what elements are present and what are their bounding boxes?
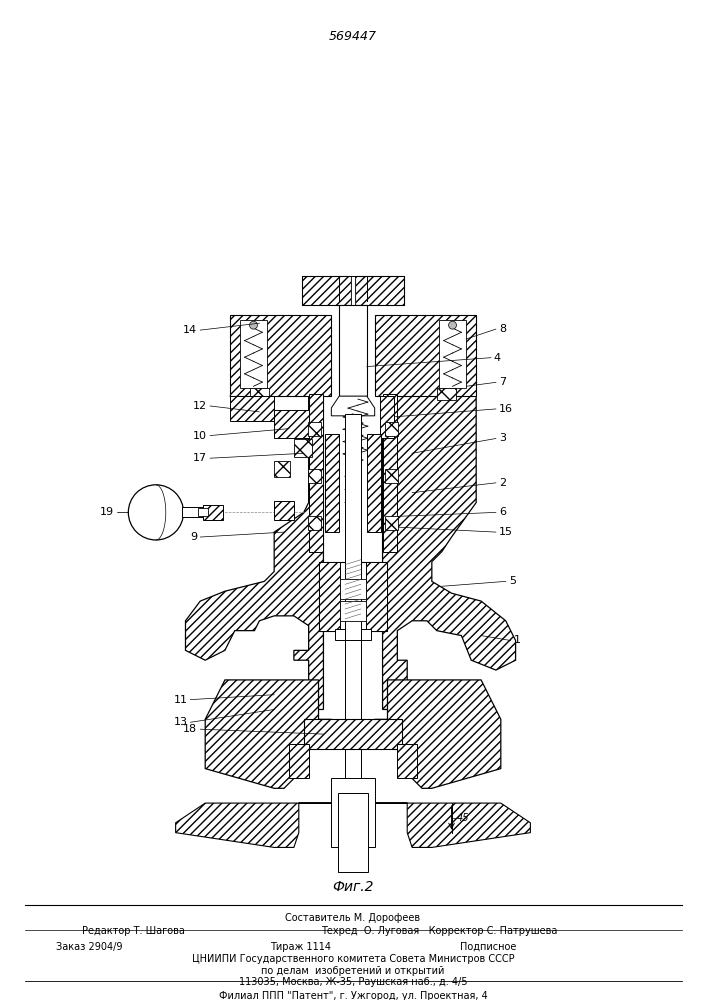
Text: 45: 45 (457, 813, 469, 823)
Polygon shape (319, 562, 387, 631)
Polygon shape (185, 396, 323, 709)
Bar (325, 434, 339, 532)
Text: 5: 5 (509, 576, 515, 586)
Text: Фиг.2: Фиг.2 (332, 880, 374, 894)
Polygon shape (230, 315, 332, 396)
Bar (385, 422, 398, 436)
Text: 569447: 569447 (329, 30, 377, 43)
Bar (274, 501, 294, 520)
Bar (340, 601, 366, 621)
Bar (203, 505, 223, 520)
Bar (308, 422, 322, 436)
Text: 16: 16 (499, 404, 513, 414)
Text: 8: 8 (499, 324, 506, 334)
Bar (335, 629, 370, 640)
Text: 2: 2 (499, 478, 506, 488)
Text: 17: 17 (193, 453, 207, 463)
Bar (304, 719, 402, 749)
Text: 3: 3 (499, 433, 506, 443)
Bar (366, 562, 387, 631)
Bar (308, 469, 322, 483)
Text: 9: 9 (190, 532, 197, 542)
Bar (319, 562, 340, 631)
Bar (308, 516, 322, 530)
Text: 14: 14 (183, 325, 197, 335)
Bar (382, 394, 397, 552)
Bar (385, 469, 398, 483)
Bar (380, 396, 395, 438)
Bar (332, 778, 375, 847)
Text: Подписное: Подписное (460, 942, 516, 952)
Bar (182, 507, 206, 517)
Bar (294, 439, 312, 457)
Bar (397, 744, 417, 778)
Text: Составитель М. Дорофеев: Составитель М. Дорофеев (286, 913, 421, 923)
Text: 4: 4 (494, 353, 501, 363)
Text: ЦНИИПИ Государственного комитета Совета Министров СССР: ЦНИИПИ Государственного комитета Совета … (192, 954, 514, 964)
Polygon shape (302, 276, 351, 305)
Text: 6: 6 (499, 507, 506, 517)
Bar (274, 461, 290, 477)
Text: Филиал ППП "Патент", г. Ужгород, ул. Проектная, 4: Филиал ППП "Патент", г. Ужгород, ул. Про… (218, 991, 487, 1000)
Text: Заказ 2904/9: Заказ 2904/9 (56, 942, 122, 952)
Text: Редактор Т. Шагова: Редактор Т. Шагова (82, 926, 185, 936)
Text: 12: 12 (193, 401, 207, 411)
Polygon shape (355, 276, 404, 305)
Text: 19: 19 (100, 507, 114, 517)
Bar (339, 305, 367, 396)
Bar (289, 744, 309, 778)
Circle shape (129, 485, 184, 540)
Bar (230, 396, 274, 421)
Text: по делам  изобретений и открытий: по делам изобретений и открытий (262, 966, 445, 976)
Bar (439, 320, 467, 388)
Bar (274, 410, 309, 438)
Text: Техред  О. Луговая   Корректор С. Патрушева: Техред О. Луговая Корректор С. Патрушева (320, 926, 557, 936)
Polygon shape (332, 396, 375, 416)
Text: 15: 15 (499, 527, 513, 537)
Bar (367, 434, 380, 532)
Polygon shape (175, 803, 530, 847)
Bar (240, 320, 267, 388)
Text: 13: 13 (173, 717, 187, 727)
Polygon shape (205, 680, 501, 788)
Bar (250, 388, 269, 400)
Text: 10: 10 (193, 431, 207, 441)
Circle shape (448, 321, 457, 329)
Text: 1: 1 (513, 635, 520, 645)
Polygon shape (375, 315, 477, 396)
Bar (340, 579, 366, 599)
Polygon shape (382, 396, 515, 709)
Text: 7: 7 (499, 377, 506, 387)
Bar (338, 793, 368, 872)
Bar (345, 631, 361, 803)
Circle shape (250, 321, 257, 329)
Bar (437, 388, 457, 400)
Bar (351, 276, 355, 305)
Text: 18: 18 (183, 724, 197, 734)
Bar (345, 414, 361, 640)
Text: Тираж 1114: Тираж 1114 (270, 942, 332, 952)
Text: 11: 11 (173, 695, 187, 705)
Text: 113035, Москва, Ж-35, Раушская наб., д. 4/5: 113035, Москва, Ж-35, Раушская наб., д. … (239, 977, 467, 987)
Bar (198, 508, 208, 516)
Bar (385, 516, 398, 530)
Bar (309, 394, 323, 552)
